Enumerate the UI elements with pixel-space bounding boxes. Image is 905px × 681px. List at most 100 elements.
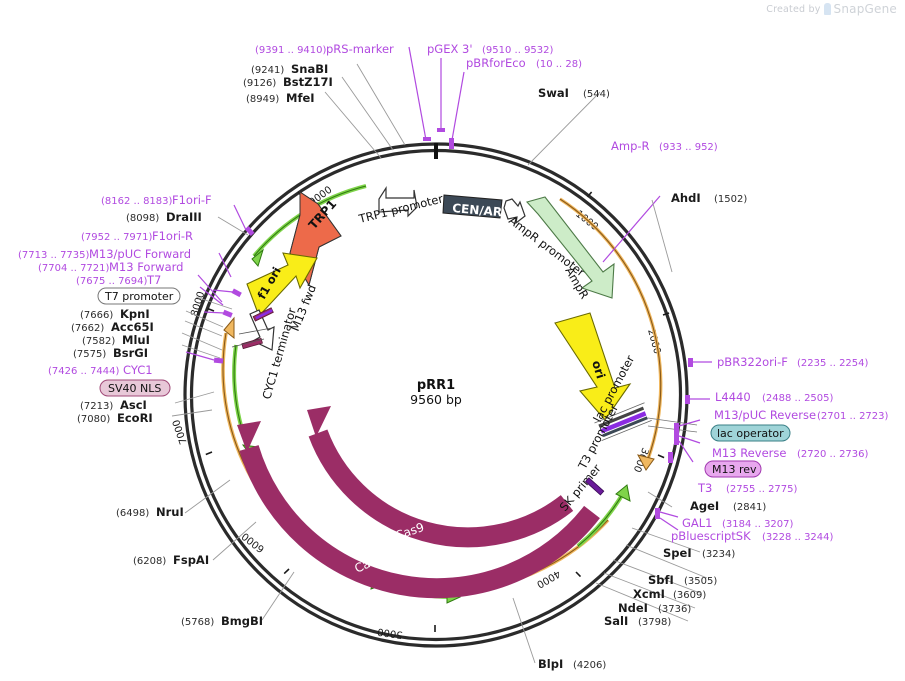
feature-ori: ori [554,312,632,421]
enzyme-name-ecori: EcoRI [117,411,153,425]
primer-range: (7704 .. 7721) [38,263,110,274]
primer-name-l4440: L4440 [715,390,751,404]
enzyme-name-asci: AscI [120,398,147,412]
enzyme-name-blpi: BlpI [538,657,563,671]
enzyme-name-acc65i: Acc65I [111,320,154,334]
primer-range: (2755 .. 2775) [726,484,798,495]
primer-range: (2701 .. 2723) [817,411,889,422]
boxed-label-text: T7 promoter [104,290,174,303]
boxed-label-lac-operator: lac operator [710,424,791,442]
enzyme-pos: (544) [583,89,610,100]
feature-cen-ars: CEN/ARS [442,194,512,220]
enzyme-name-kpni: KpnI [120,307,150,321]
primer-name-gal1: GAL1 [682,516,713,530]
enzyme-pos: (7662) [71,323,104,334]
primer-name-prs-marker: pRS-marker [326,42,394,56]
leader-lines [171,63,708,664]
feature-trp1-promoter: TRP1 promoter [356,185,445,226]
enzyme-pos: (1502) [714,194,747,205]
primer-name-m13puc-forward: M13/pUC Forward [89,247,191,261]
plasmid-size: 9560 bp [410,392,462,407]
boxed-label-m13-rev: M13 rev [704,460,762,478]
enzyme-pos: (3505) [684,576,717,587]
primer-name-pbrforeco: pBRforEco [466,56,526,70]
primer-range: (8162 .. 8183) [101,196,173,207]
enzyme-pos: (5768) [181,617,214,628]
primer-name-m13-forward: M13 Forward [109,260,183,274]
primer-name-cyc1: CYC1 [123,363,153,377]
primer-range: (3184 .. 3207) [722,519,794,530]
enzyme-pos: (3736) [658,604,691,615]
feature-label-m13-fwd: M13 fwd [288,283,319,333]
primer-name-amp-r: Amp-R [611,139,650,153]
labels-left: (8162 .. 8183) F1ori-F (8098) DraIII (79… [18,193,263,628]
enzyme-name-swai: SwaI [538,86,569,100]
enzyme-pos: (8949) [246,94,279,105]
feature-label-cen-ars: CEN/ARS [452,201,512,220]
boxed-label-text: M13 rev [712,463,757,476]
enzyme-name-sbfi: SbfI [648,573,674,587]
enzyme-pos: (8098) [126,213,159,224]
primer-range: (2720 .. 2736) [797,449,869,460]
enzyme-name-snabi: SnaBI [291,62,328,76]
enzyme-name-spei: SpeI [663,546,692,560]
enzyme-name-ndei: NdeI [618,601,648,615]
labels-top: (9391 .. 9410) pRS-marker pGEX 3' (9510 … [243,42,747,205]
enzyme-pos: (2841) [733,502,766,513]
primer-range: (3228 .. 3244) [762,532,834,543]
enzyme-pos: (6208) [133,556,166,567]
primer-name-m13puc-reverse: M13/pUC Reverse [714,408,816,422]
center-label: pRR1 9560 bp [410,378,462,407]
primer-range: (933 .. 952) [659,142,718,153]
enzyme-pos: (9241) [251,65,284,76]
primer-range: (2488 .. 2505) [762,393,834,404]
primer-name-pgex3: pGEX 3' [427,42,473,56]
primer-range: (9391 .. 9410) [255,45,327,56]
enzyme-pos: (4206) [573,660,606,671]
boxed-label-text: lac operator [717,427,784,440]
enzyme-name-bsrgi: BsrGI [113,346,148,360]
feature-label-ori: ori [589,359,608,381]
primer-name-m13-reverse: M13 Reverse [712,446,786,460]
ruler-tick: 5000 [377,625,436,640]
primer-name-f1ori-r: F1ori-R [152,229,193,243]
boxed-label-t7-promoter: T7 promoter [97,287,181,305]
primer-range: (7675 .. 7694) [76,276,148,287]
enzyme-pos: (7666) [80,310,113,321]
enzyme-pos: (6498) [116,508,149,519]
snapgene-watermark: Created by SnapGene [766,2,897,16]
enzyme-name-fspai: FspAI [173,553,209,567]
enzyme-name-bstz17i: BstZ17I [283,75,333,89]
enzyme-name-agei: AgeI [690,499,719,513]
enzyme-name-draiii: DraIII [166,210,202,224]
ruler-tick-label: 5000 [377,625,404,639]
feature-label-trp1-promoter: TRP1 promoter [356,191,444,226]
boxed-label-sv40-nls: SV40 NLS [99,379,171,397]
enzyme-name-xcmi: XcmI [633,587,665,601]
primer-name-pbluescriptsk: pBluescriptSK [671,529,751,543]
watermark-brand: SnapGene [833,2,897,16]
watermark-prefix: Created by [766,3,821,15]
feature-cas9-inner: Cas9 [307,406,574,548]
primer-range: (2235 .. 2254) [797,358,869,369]
enzyme-pos: (7080) [77,414,110,425]
enzyme-name-nrui: NruI [156,505,184,519]
enzyme-name-bmgbi: BmgBI [221,614,263,628]
primer-name-pbr322ori-f: pBR322ori-F [717,355,788,369]
enzyme-pos: (7213) [80,401,113,412]
labels-right: pBR322ori-F (2235 .. 2254) L4440 (2488 .… [538,355,889,671]
cas9-arcs: Cas9 Cas9 [237,406,600,599]
primer-range: (7426 .. 7444) [48,366,120,377]
plasmid-name: pRR1 [417,378,455,393]
enzyme-name-sali: SalI [604,614,628,628]
primer-name-f1ori-f: F1ori-F [172,193,212,207]
enzyme-name-mlui: MluI [122,333,150,347]
primer-range: (7952 .. 7971) [81,232,153,243]
primer-markers [185,46,712,531]
primer-range: (7713 .. 7735) [18,250,90,261]
primer-name-t7: T7 [146,273,161,287]
enzyme-pos: (3234) [702,549,735,560]
feature-cas9-outer: Cas9 [237,421,600,599]
enzyme-pos: (9126) [243,78,276,89]
